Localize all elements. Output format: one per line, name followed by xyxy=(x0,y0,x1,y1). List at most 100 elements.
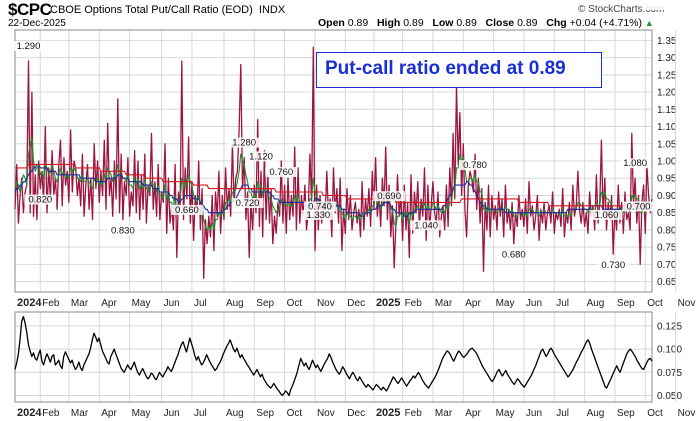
low-label: Low xyxy=(432,17,454,29)
annotation-label: 1.290 xyxy=(17,41,41,52)
x-tick-label: Feb xyxy=(42,408,60,419)
annotation-box: Put-call ratio ended at 0.89 xyxy=(316,52,602,88)
x-tick-label: Dec xyxy=(347,298,365,309)
annotation-label: 0.740 xyxy=(308,201,332,212)
y-tick-label: 1.10 xyxy=(657,122,677,133)
y-tick-label: 1.35 xyxy=(657,36,677,47)
x-tick-label: Nov xyxy=(317,408,335,419)
x-tick-label: Mar xyxy=(71,298,89,309)
x-tick-label: Aug xyxy=(226,408,244,419)
indicator-line xyxy=(14,315,653,397)
y-tick-label: 0.95 xyxy=(657,174,677,185)
annotation-label: 0.700 xyxy=(627,201,651,212)
x-tick-label: Jul xyxy=(194,408,207,419)
peak-annotations: 1.290 1.280 1.330 1.120 1.040 1.060 1.080 0.990… xyxy=(12,0,677,271)
x-tick-label: Sep xyxy=(256,408,274,419)
y-tick-label: 0.70 xyxy=(657,260,677,271)
x-tick-label: Oct xyxy=(647,298,663,309)
annotation-bg xyxy=(12,41,45,52)
y-tick-label: 0.050 xyxy=(657,391,682,402)
x-tick-label: Mar xyxy=(435,298,453,309)
x-tick-label: Jun xyxy=(526,408,542,419)
x-tick-label: May xyxy=(132,298,151,309)
y-tick-label: 1.20 xyxy=(657,88,677,99)
x-tick-label: Sep xyxy=(617,298,635,309)
annotation-label: 1.060 xyxy=(595,210,619,221)
annotation-bg xyxy=(373,191,406,202)
annotation-bg xyxy=(304,201,337,212)
panel-frame xyxy=(14,29,653,293)
x-tick-label: Jun xyxy=(164,408,180,419)
x-tick-label: May xyxy=(496,298,515,309)
y-tick-label: 0.90 xyxy=(657,191,677,202)
x-tick-label: 2025 xyxy=(376,297,400,309)
annotation-label: 1.040 xyxy=(414,220,438,231)
x-tick-label: May xyxy=(496,408,515,419)
annotation-bg xyxy=(459,160,492,171)
annotation-label: 0.680 xyxy=(502,250,526,261)
annotation-label: 0.730 xyxy=(601,260,625,271)
x-tick-label: Apr xyxy=(101,408,117,419)
annotation-bg xyxy=(265,167,298,177)
up-triangle-icon: ▲ xyxy=(644,18,654,28)
annotation-label: 1.080 xyxy=(623,158,647,169)
ticker-symbol: $CPC xyxy=(8,0,52,19)
annotation-bg xyxy=(497,249,530,260)
indicator-series-group xyxy=(14,315,653,397)
x-tick-label: Aug xyxy=(226,298,244,309)
x-tick-label: Jun xyxy=(526,298,542,309)
x-tick-label: Aug xyxy=(587,408,605,419)
annotation-label: 1.280 xyxy=(232,138,256,149)
annotation-bg xyxy=(24,194,57,205)
y-tick-label: 1.00 xyxy=(657,157,677,168)
annotation-bg xyxy=(622,201,655,212)
annotation-label: 0.720 xyxy=(236,198,260,209)
indicator-panel: 0.050 0.075 0.100 0.125 xyxy=(14,311,682,403)
close-value: 0.89 xyxy=(517,17,538,29)
x-tick-label: Mar xyxy=(71,408,89,419)
instrument-name: CBOE Options Total Put/Call Ratio (EOD) … xyxy=(50,4,285,16)
x-tick-label: Feb xyxy=(42,298,60,309)
annotation-bg xyxy=(597,260,630,271)
price-points xyxy=(14,47,653,279)
y-tick-label: 0.100 xyxy=(657,345,682,356)
panel-frame xyxy=(14,311,653,403)
annotation-label: 0.660 xyxy=(175,205,199,216)
annotation-label: 0.830 xyxy=(111,226,135,237)
annotation-bg xyxy=(590,209,623,220)
x-tick-label: Oct xyxy=(647,408,663,419)
annotation-bg xyxy=(644,0,677,10)
annotation-bg xyxy=(231,198,264,209)
y-tick-label: 0.125 xyxy=(657,321,682,332)
y-tick-label: 0.80 xyxy=(657,225,677,236)
chg-value: +0.04 (+4.71%) xyxy=(569,17,642,29)
annotation-bg xyxy=(619,158,652,169)
x-tick-label: Feb xyxy=(405,408,423,419)
annotation-bg xyxy=(106,225,139,236)
annotation-bg xyxy=(302,209,335,220)
x-tick-label: Nov xyxy=(678,408,696,419)
annotation-label: 0.690 xyxy=(377,191,401,202)
high-value: 0.89 xyxy=(403,17,424,29)
y-tick-label: 0.85 xyxy=(657,208,677,219)
x-tick-label: Jul xyxy=(556,298,569,309)
y-tick-label: 0.65 xyxy=(657,277,677,288)
x-tick-label: Jun xyxy=(164,298,180,309)
x-tick-label: Oct xyxy=(287,298,303,309)
annotation-label: 0.780 xyxy=(463,160,487,171)
x-tick-label: Aug xyxy=(587,298,605,309)
x-tick-label: Feb xyxy=(405,298,423,309)
x-tick-label: Dec xyxy=(347,408,365,419)
x-tick-label: Sep xyxy=(256,298,274,309)
y-tick-label: 1.25 xyxy=(657,70,677,81)
x-tick-label: Oct xyxy=(287,408,303,419)
x-tick-label: Apr xyxy=(465,408,481,419)
y-tick-label: 1.30 xyxy=(657,53,677,64)
annotation-bg xyxy=(245,151,278,162)
y-tick-label: 1.05 xyxy=(657,139,677,150)
annotation-label: 0.760 xyxy=(269,167,293,178)
annotation-bg xyxy=(228,137,261,148)
exchange-label: INDX xyxy=(258,4,286,16)
annotation-label: 1.330 xyxy=(306,210,330,221)
